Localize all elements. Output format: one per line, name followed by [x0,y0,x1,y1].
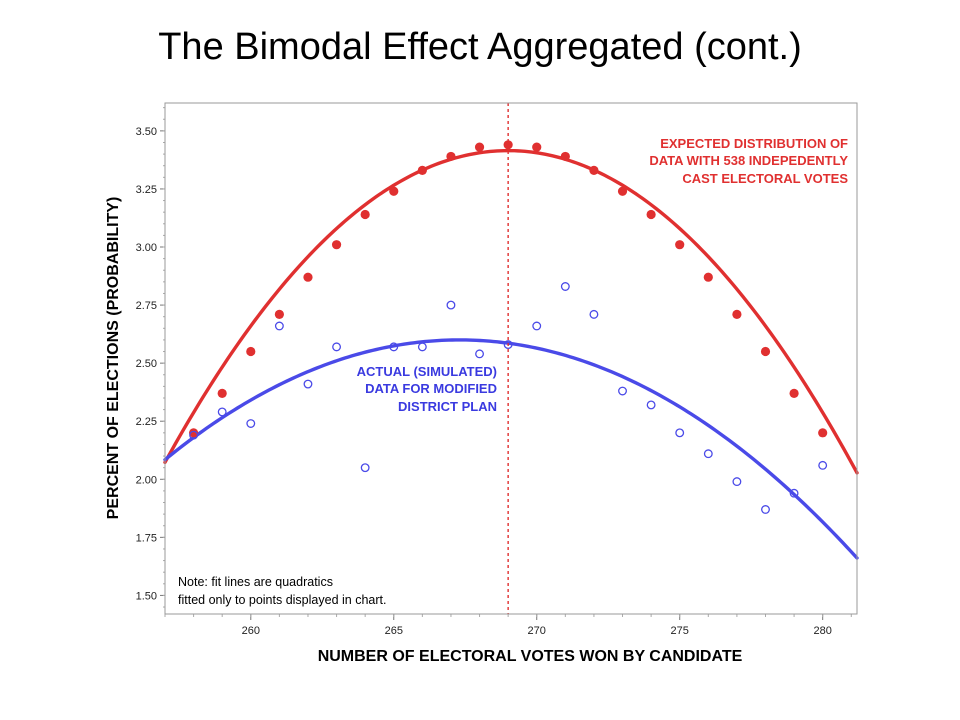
expected-annotation-line: CAST ELECTORAL VOTES [682,171,848,186]
expected-annotation-line: EXPECTED DISTRIBUTION OF [660,136,848,151]
x-tick-label: 260 [242,625,260,637]
actual-data-point [533,322,541,330]
expected-data-point [475,143,484,152]
x-tick-label: 265 [385,625,403,637]
y-tick-group: 1.50 1.75 2.00 2.25 2.50 2.75 3.00 3.25 3.50 [136,108,165,607]
expected-data-point [332,240,341,249]
expected-annotation-line: DATA WITH 538 INDEPEDENTLY [649,153,848,168]
y-tick-label: 2.00 [136,474,157,486]
expected-data-point [361,210,370,219]
actual-data-point [304,380,312,388]
actual-data-point [733,478,741,486]
y-tick-label: 1.50 [136,590,157,602]
actual-data-point [419,343,427,351]
expected-data-point [704,273,713,282]
expected-data-point [275,310,284,319]
scatter-chart: 1.50 1.75 2.00 2.25 2.50 2.75 3.00 3.25 3.50 260… [0,0,960,720]
y-tick-label: 2.25 [136,416,157,428]
expected-data-point [218,389,227,398]
expected-data-point [504,140,513,149]
actual-data-point [762,506,770,514]
actual-data-point [447,301,455,309]
y-tick-label: 1.75 [136,532,157,544]
actual-data-point [333,343,341,351]
expected-data-point [246,347,255,356]
expected-data-point [647,210,656,219]
y-tick-label: 3.00 [136,242,157,254]
actual-data-point [676,429,684,437]
actual-data-point [361,464,369,472]
expected-data-point [589,166,598,175]
fit-note-line: fitted only to points displayed in chart… [178,593,386,607]
actual-data-point [247,420,255,428]
actual-data-point [218,408,226,416]
actual-annotation: ACTUAL (SIMULATED) DATA FOR MODIFIED DIS… [357,364,497,414]
actual-data-point [819,462,827,470]
expected-data-point [303,273,312,282]
x-tick-label: 270 [528,625,546,637]
x-axis-title: NUMBER OF ELECTORAL VOTES WON BY CANDIDA… [318,648,743,665]
expected-annotation: EXPECTED DISTRIBUTION OF DATA WITH 538 I… [649,136,848,186]
expected-fit-line [165,151,857,473]
actual-data-point [590,311,598,319]
y-tick-label: 2.75 [136,300,157,312]
expected-data-point [818,428,827,437]
expected-data-point [532,143,541,152]
actual-data-point [276,322,284,330]
expected-data-point [561,152,570,161]
expected-data-point [446,152,455,161]
x-tick-label: 280 [814,625,832,637]
y-tick-label: 2.50 [136,358,157,370]
actual-annotation-line: ACTUAL (SIMULATED) [357,364,497,379]
actual-data-point [705,450,713,458]
expected-data-point [618,187,627,196]
actual-annotation-line: DATA FOR MODIFIED [365,381,497,396]
y-tick-label: 3.50 [136,126,157,138]
fit-note-line: Note: fit lines are quadratics [178,575,333,589]
x-tick-label: 275 [671,625,689,637]
actual-annotation-line: DISTRICT PLAN [398,399,497,414]
y-tick-label: 3.25 [136,184,157,196]
actual-data-point [619,387,627,395]
expected-data-point [789,389,798,398]
actual-data-point [647,401,655,409]
x-tick-group: 260 265 270 275 280 [165,614,851,637]
expected-data-point [418,166,427,175]
actual-fit-line [165,340,857,558]
expected-data-point [761,347,770,356]
expected-data-point [675,240,684,249]
y-axis-title: PERCENT OF ELECTIONS (PROBABILITY) [105,197,122,520]
fit-note: Note: fit lines are quadratics fitted on… [178,575,386,607]
fit-line-group [165,151,857,558]
actual-data-point [476,350,484,358]
actual-data-point [562,283,570,291]
expected-data-point [732,310,741,319]
expected-data-point [389,187,398,196]
